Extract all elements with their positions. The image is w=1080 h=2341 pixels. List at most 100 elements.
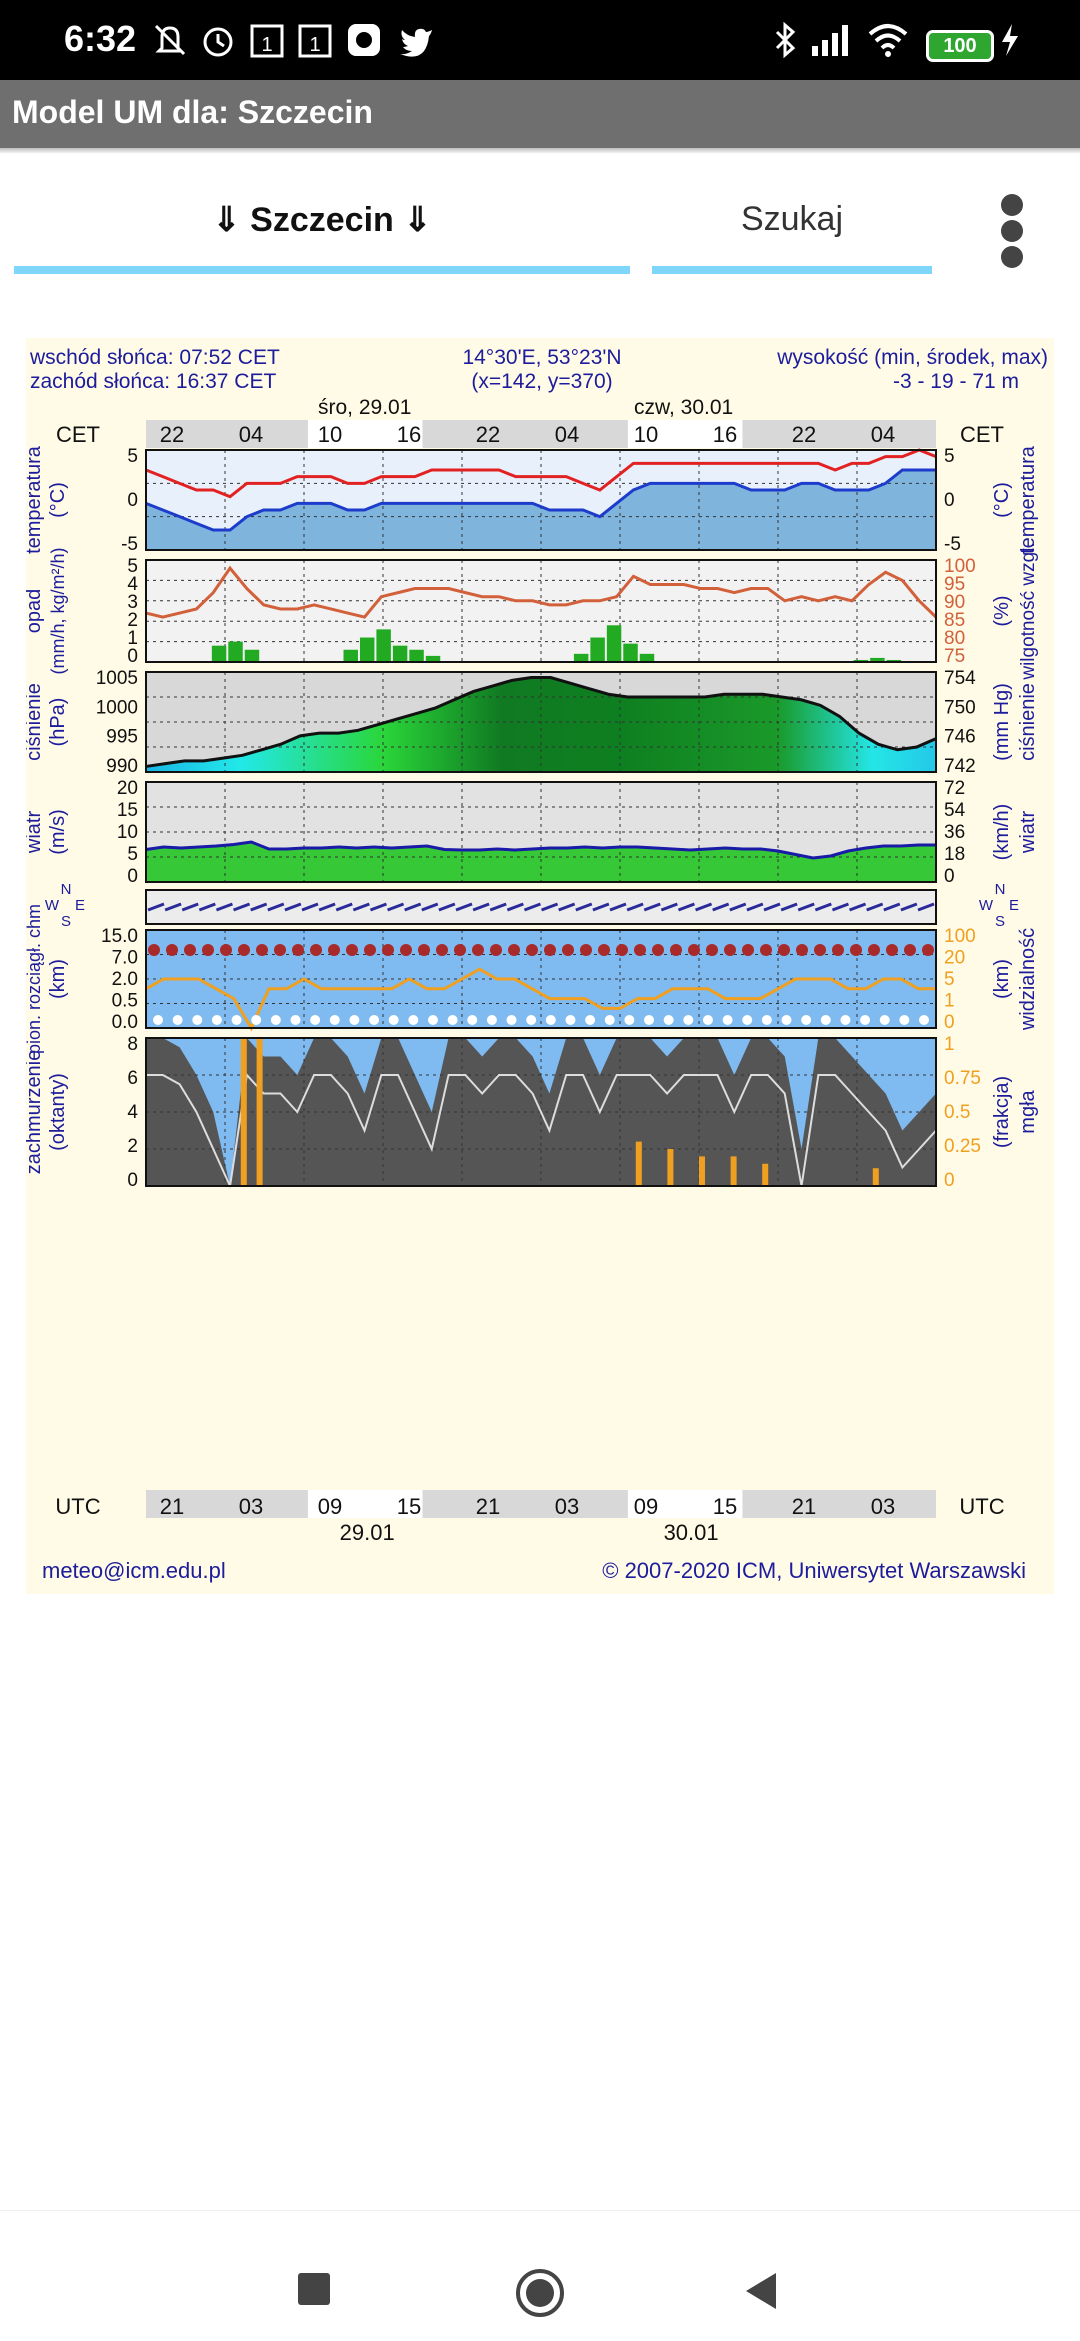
- axis-tick-label: 95: [944, 574, 965, 595]
- wind-arrow: [164, 902, 182, 912]
- bluetooth-icon: [775, 21, 796, 59]
- grid-text: (x=142, y=370): [471, 370, 612, 393]
- time-band: [307, 420, 423, 448]
- axis-title: zachmurzenie: [26, 1050, 45, 1175]
- precip-bar: [359, 637, 375, 662]
- compass-letter-left: N: [61, 881, 72, 898]
- wind-arrow: [660, 902, 678, 912]
- axis-title: (°C): [991, 482, 1013, 518]
- cloud-top-dot: [526, 944, 538, 956]
- date2-label: 30.01: [664, 1520, 719, 1545]
- axis-tick-label: 742: [944, 756, 976, 777]
- wind-arrow: [318, 902, 336, 912]
- panel-border: [145, 671, 937, 773]
- cet-hour-label: 16: [713, 422, 737, 447]
- wind-arrow: [609, 902, 627, 912]
- panel-border: [145, 559, 937, 663]
- cloud-base-dot: [702, 1015, 713, 1025]
- cloud-top-dot: [238, 944, 250, 956]
- axis-tick-label: 995: [106, 727, 138, 748]
- meteogram-svg: wschód słońca: 07:52 CET zachód słońca: …: [23, 346, 1048, 1583]
- axis-tick-label: 15.0: [101, 926, 138, 947]
- cloud-top-dot: [760, 944, 772, 956]
- home-button[interactable]: [514, 2267, 566, 2319]
- wind-arrow: [917, 902, 935, 912]
- cloud-top-dot: [688, 944, 700, 956]
- cloud-top-dot: [328, 944, 340, 956]
- axis-title: ciśnienie: [26, 683, 45, 761]
- axis-title: ciśnienie: [1017, 683, 1039, 761]
- wind-arrow: [558, 902, 576, 912]
- signal-icon: [812, 25, 848, 56]
- utc-hour-label: 21: [476, 1494, 500, 1519]
- time-band: [307, 1490, 423, 1518]
- wind-arrow: [814, 902, 832, 912]
- axis-title: (mm/h, kg/m²/h): [48, 547, 68, 674]
- cet-hour-label: 10: [634, 422, 658, 447]
- axis-tick-label: 4: [127, 1102, 138, 1123]
- wind-arrow: [267, 902, 285, 912]
- axis-tick-label: 1: [944, 1034, 955, 1055]
- axis-tick-label: 85: [944, 610, 965, 631]
- tab-search[interactable]: Szukaj: [652, 170, 932, 274]
- fog-bar: [256, 1038, 263, 1186]
- precip-bar: [228, 641, 243, 662]
- cloud-top-dot: [436, 944, 448, 956]
- wind-arrow: [712, 902, 730, 912]
- navigation-bar: [0, 2210, 1080, 2341]
- precip-bar: [244, 649, 260, 662]
- back-button[interactable]: [740, 2269, 780, 2313]
- wind-arrow: [831, 902, 849, 912]
- axis-tick-label: 4: [127, 574, 138, 595]
- footer-email[interactable]: meteo@icm.edu.pl: [42, 1558, 226, 1583]
- dewpoint-line: [145, 468, 936, 532]
- cloud-base-dot: [663, 1015, 674, 1025]
- cloud-top-dot: [634, 944, 646, 956]
- cloud-top-dot: [382, 944, 394, 956]
- axis-tick-label: 0: [127, 866, 138, 887]
- cet-hour-label: 04: [555, 422, 579, 447]
- tab-search-underline: [652, 266, 932, 274]
- cloud-base-dot: [624, 1015, 635, 1025]
- cloud-base-dot: [467, 1015, 478, 1025]
- cloud-top-dot: [148, 944, 160, 956]
- cet-hour-label: 22: [792, 422, 816, 447]
- battery-level: 100: [943, 35, 977, 57]
- twitter-icon: [400, 28, 432, 57]
- tab-location[interactable]: ⇓ Szczecin ⇓: [14, 170, 630, 274]
- compass-letter-left: S: [61, 913, 71, 930]
- utc-label-left: UTC: [55, 1494, 100, 1519]
- time-band: [422, 420, 628, 448]
- time-band: [742, 1490, 936, 1518]
- tab-location-underline: [14, 266, 630, 274]
- axis-tick-label: 0.5: [112, 991, 138, 1012]
- axis-tick-label: 2.0: [112, 969, 138, 990]
- cloud-top-dot: [886, 944, 898, 956]
- axis-tick-label: -5: [121, 534, 138, 555]
- cet-hour-label: 22: [476, 422, 500, 447]
- wind-arrow: [729, 902, 747, 912]
- calendar-icon: 1: [250, 24, 284, 58]
- axis-tick-label: 5: [127, 446, 138, 467]
- cloud-top-dot: [814, 944, 826, 956]
- cloud-base-dot: [879, 1015, 890, 1025]
- wind-arrow: [352, 902, 370, 912]
- wind-arrow: [198, 902, 216, 912]
- precip-bar: [409, 649, 424, 662]
- cloud-base-dot: [683, 1015, 694, 1025]
- overflow-menu-button[interactable]: [990, 190, 1034, 270]
- axis-tick-label: 0: [127, 646, 138, 667]
- cloud-base-dot: [545, 1015, 556, 1025]
- cloud-top-dot: [472, 944, 484, 956]
- compass-letter-right: S: [995, 913, 1005, 930]
- panel-border: [145, 1037, 937, 1187]
- cloud-top-dot: [202, 944, 214, 956]
- axis-title: pion. rozciągł. chm: [26, 904, 44, 1054]
- cloud-base-dot: [349, 1015, 360, 1025]
- axis-tick-label: 0: [127, 490, 138, 511]
- cloud-top-dot: [598, 944, 610, 956]
- title-shadow: [0, 148, 1080, 154]
- recents-button[interactable]: [296, 2271, 332, 2307]
- axis-title: wiatr: [1017, 811, 1039, 855]
- cloud-top-dot: [310, 944, 322, 956]
